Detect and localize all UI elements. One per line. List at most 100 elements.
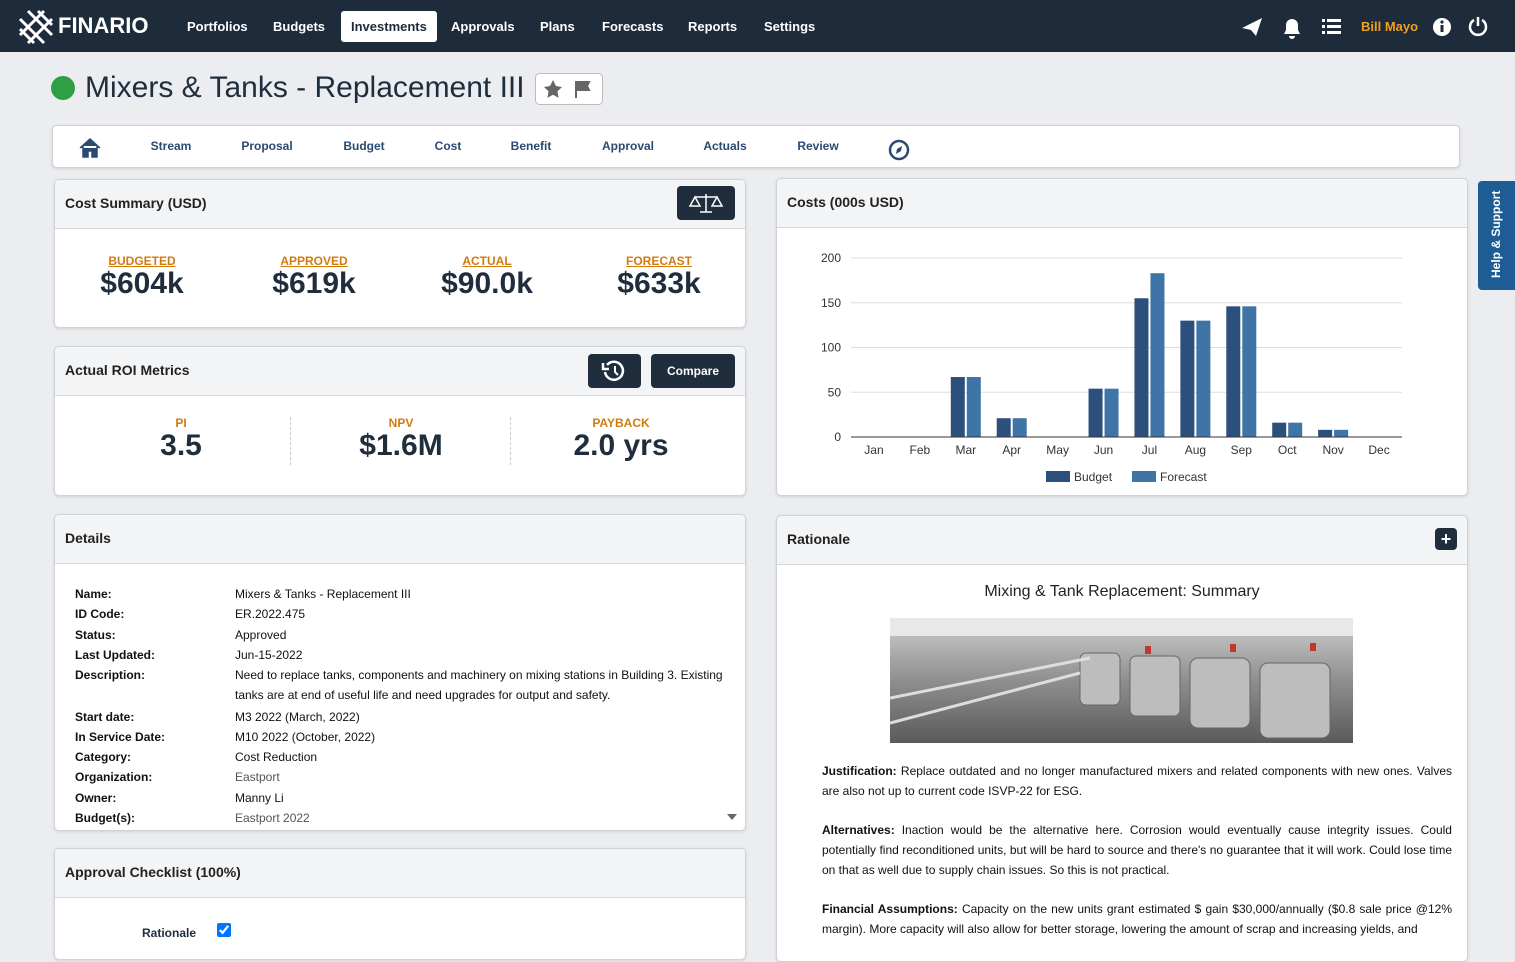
detail-text: Need to replace tanks, components and ma… xyxy=(235,668,723,703)
nav-item[interactable]: Plans xyxy=(540,19,575,34)
panel-header: Details xyxy=(55,515,745,564)
metric-value: $619k xyxy=(272,267,356,300)
rationale-paragraph: Financial Assumptions: Capacity on the n… xyxy=(822,899,1452,939)
detail-value: M10 2022 (October, 2022) xyxy=(235,727,730,747)
checklist-checkbox[interactable] xyxy=(217,923,231,937)
tab[interactable]: Actuals xyxy=(703,139,747,153)
bell-icon[interactable] xyxy=(1284,19,1300,39)
rationale-text: Justification: Replace outdated and no l… xyxy=(822,761,1452,958)
bar xyxy=(1088,388,1103,437)
panel-header: Actual ROI Metrics xyxy=(55,347,745,396)
tab[interactable]: Budget xyxy=(343,139,385,153)
detail-label: In Service Date: xyxy=(75,729,166,744)
detail-label: Organization: xyxy=(75,770,153,785)
detail-text: Cost Reduction xyxy=(235,750,318,765)
tab[interactable]: Proposal xyxy=(241,139,293,153)
scale-button[interactable] xyxy=(677,186,735,220)
rationale-paragraph: Justification: Replace outdated and no l… xyxy=(822,761,1452,801)
bar xyxy=(1150,273,1165,437)
detail-label: Name: xyxy=(75,587,112,601)
detail-label: Start date: xyxy=(75,709,135,724)
bar xyxy=(1012,418,1027,437)
history-button[interactable] xyxy=(588,354,641,388)
tab-bar: Stream Proposal Budget Cost Benefit Approval A… xyxy=(52,125,1460,168)
power-icon[interactable] xyxy=(1468,18,1488,37)
detail-link[interactable]: Eastport 2022 xyxy=(235,811,310,825)
help-tab[interactable]: Help & Support xyxy=(1478,181,1515,290)
tank-image xyxy=(890,618,1353,743)
home-icon[interactable] xyxy=(79,138,101,158)
bar xyxy=(1180,320,1195,437)
detail-label: Description: xyxy=(75,668,146,683)
detail-link[interactable]: Eastport xyxy=(235,770,280,785)
x-tick-label: Nov xyxy=(1322,443,1343,457)
nav-item[interactable]: Forecasts xyxy=(602,19,664,34)
panel-title: Actual ROI Metrics xyxy=(65,362,190,378)
send-icon[interactable] xyxy=(1242,18,1262,36)
page-title: Mixers & Tanks - Replacement III xyxy=(85,71,525,104)
x-tick-label: Mar xyxy=(955,443,976,457)
compass-icon[interactable] xyxy=(888,139,910,161)
tab[interactable]: Benefit xyxy=(510,139,552,153)
tab[interactable]: Approval xyxy=(601,139,655,153)
add-button[interactable]: + xyxy=(1435,528,1457,550)
detail-label: Owner: xyxy=(75,790,117,805)
detail-value: Eastport xyxy=(235,767,730,787)
nav-item[interactable]: Reports xyxy=(688,19,738,34)
navbar: FINARIO Portfolios Budgets Investments Appr… xyxy=(0,0,1515,52)
rationale-paragraph: Alternatives: Inaction would be the alte… xyxy=(822,820,1452,880)
metric-label[interactable]: APPROVED xyxy=(280,254,348,268)
nav-icons xyxy=(1242,17,1488,39)
detail-text: Mixers & Tanks - Replacement III xyxy=(235,587,411,601)
x-tick-label: Aug xyxy=(1185,443,1206,457)
bar xyxy=(1134,298,1149,437)
metric-label: NPV xyxy=(388,416,414,430)
legend-swatch xyxy=(1046,471,1070,482)
panel-title: Cost Summary (USD) xyxy=(65,195,207,211)
metric-value: $604k xyxy=(100,267,184,300)
nav-item[interactable]: Approvals xyxy=(451,19,515,34)
metric-label[interactable]: ACTUAL xyxy=(462,254,512,268)
chart: 0 50 100 150 200 Jan Feb Mar Apr May Jun Jul Aug Sep O… xyxy=(821,251,1402,484)
detail-text: Manny Li xyxy=(235,790,284,805)
x-tick-label: Feb xyxy=(910,443,931,457)
checklist-panel: Approval Checklist (100%) Rationale xyxy=(54,848,746,960)
help-label[interactable]: Help & Support xyxy=(1489,190,1503,278)
y-tick-label: 150 xyxy=(821,296,841,310)
nav-item[interactable]: Budgets xyxy=(273,19,325,34)
metric-label[interactable]: FORECAST xyxy=(626,254,692,268)
roi-panel: Actual ROI Metrics Compare PI 3.5 NPV $1.6M… xyxy=(54,346,746,496)
legend-label: Budget xyxy=(1074,470,1113,484)
rationale-label: Alternatives: xyxy=(822,823,895,837)
list-icon[interactable] xyxy=(1322,19,1341,34)
nav-item[interactable]: Settings xyxy=(764,19,816,34)
costs-chart-panel: Costs (000s USD) 0 50 100 150 200 Jan Feb Mar Ap… xyxy=(776,178,1468,496)
bar xyxy=(1226,306,1241,437)
metric-value: $633k xyxy=(617,267,701,300)
detail-text: ER.2022.475 xyxy=(235,607,306,622)
rationale-heading: Mixing & Tank Replacement: Summary xyxy=(984,583,1260,600)
bar xyxy=(1318,429,1333,437)
metric-label: PAYBACK xyxy=(592,416,650,430)
status-dot xyxy=(51,76,75,100)
tab[interactable]: Review xyxy=(797,139,839,153)
expand-caret[interactable] xyxy=(726,813,738,821)
rationale-label: Financial Assumptions: xyxy=(822,902,958,916)
metric-label[interactable]: BUDGETED xyxy=(108,254,176,268)
user-link[interactable]: Bill Mayo xyxy=(1361,19,1419,34)
star-flag-buttons[interactable] xyxy=(535,73,603,105)
tab[interactable]: Stream xyxy=(150,139,192,153)
x-tick-label: May xyxy=(1046,443,1069,457)
rationale-label: Justification: xyxy=(822,764,897,778)
nav-item[interactable]: Investments xyxy=(341,11,437,42)
compare-button[interactable]: Compare xyxy=(651,354,735,388)
checklist-label: Rationale xyxy=(142,926,197,940)
detail-value: M3 2022 (March, 2022) xyxy=(235,707,730,727)
x-tick-label: Jan xyxy=(864,443,883,457)
tab[interactable]: Cost xyxy=(434,139,462,153)
nav-item[interactable]: Portfolios xyxy=(187,19,248,34)
bar xyxy=(966,377,981,437)
panel-header: Cost Summary (USD) xyxy=(55,180,745,229)
